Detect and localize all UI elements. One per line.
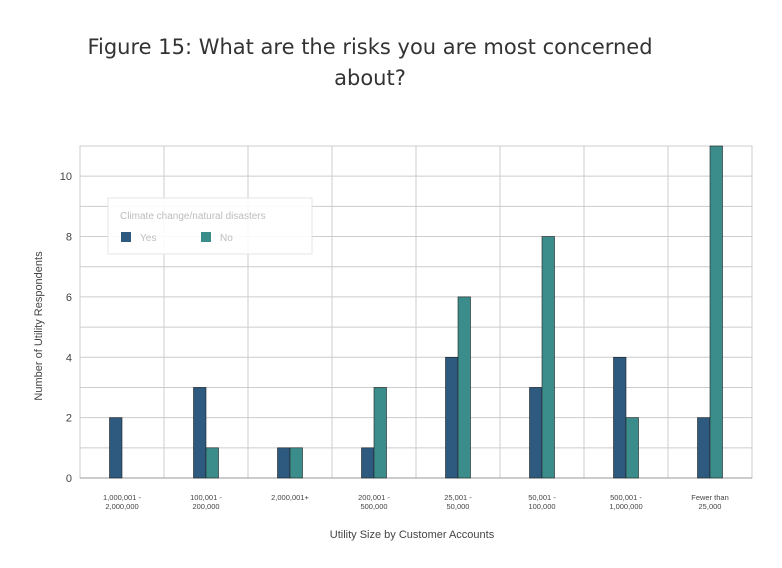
bars xyxy=(109,145,723,479)
y-tick-label: 8 xyxy=(66,232,72,244)
bar-no-4 xyxy=(457,296,471,479)
legend-swatch-no xyxy=(201,232,211,242)
bar-yes-5 xyxy=(529,387,543,479)
y-tick-label: 6 xyxy=(66,292,72,304)
bar-no-6 xyxy=(625,417,639,479)
x-tick-label: 1,000,001 -2,000,000 xyxy=(103,493,141,511)
legend-label-yes: Yes xyxy=(140,233,156,244)
grid xyxy=(79,145,753,479)
x-tick-label: 2,000,001+ xyxy=(271,493,309,502)
legend-swatch-yes xyxy=(121,232,131,242)
y-tick-label: 2 xyxy=(66,413,72,425)
y-tick-label: 4 xyxy=(66,352,72,364)
x-tick-label: 200,001 -500,000 xyxy=(358,493,390,511)
y-axis-ticks: 0 2 4 6 8 10 xyxy=(60,171,72,485)
bar-no-3 xyxy=(373,387,387,479)
bar-yes-4 xyxy=(445,356,459,479)
bar-yes-3 xyxy=(361,447,375,479)
x-axis-ticks: 1,000,001 -2,000,000 100,001 -200,000 2,00… xyxy=(103,493,729,511)
legend: Climate change/natural disasters Yes No xyxy=(107,197,313,255)
chart-title: Figure 15: What are the risks you are mo… xyxy=(87,35,653,90)
legend-title: Climate change/natural disasters xyxy=(120,211,266,222)
legend-items: Yes No xyxy=(121,232,233,244)
bar-no-2 xyxy=(289,447,303,479)
bar-no-1 xyxy=(205,447,219,479)
bar-yes-1 xyxy=(193,387,207,479)
bar-yes-0 xyxy=(109,417,123,479)
bar-no-7 xyxy=(709,145,723,479)
y-axis-title: Number of Utility Respondents xyxy=(33,251,45,401)
bar-no-5 xyxy=(541,236,555,479)
bar-yes-7 xyxy=(697,417,711,479)
bar-yes-6 xyxy=(613,356,627,479)
y-tick-label: 10 xyxy=(60,171,72,183)
x-tick-label: 50,001 -100,000 xyxy=(528,493,556,511)
legend-box xyxy=(107,197,313,255)
legend-label-no: No xyxy=(220,233,233,244)
x-tick-label: 500,001 -1,000,000 xyxy=(609,493,642,511)
y-tick-label: 0 xyxy=(66,473,72,485)
x-tick-label: 25,001 -50,000 xyxy=(444,493,472,511)
x-tick-label: 100,001 -200,000 xyxy=(190,493,222,511)
x-tick-label: Fewer than 25,000 xyxy=(691,493,729,511)
x-axis-title: Utility Size by Customer Accounts xyxy=(330,529,495,541)
bar-yes-2 xyxy=(277,447,291,479)
